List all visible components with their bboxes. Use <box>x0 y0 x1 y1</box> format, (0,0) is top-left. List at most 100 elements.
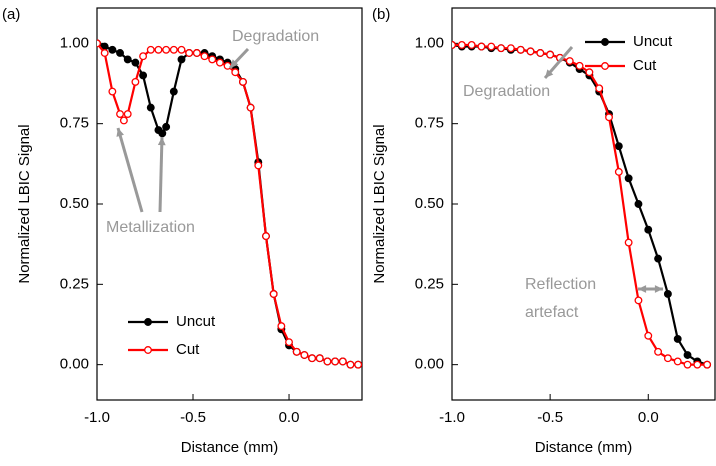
data-point <box>292 347 301 356</box>
arrow-head <box>116 128 124 137</box>
arrow-head <box>654 285 663 293</box>
annotation: Degradation <box>232 28 319 45</box>
annotation: Degradation <box>463 83 550 100</box>
data-point <box>614 142 623 151</box>
data-point <box>185 49 194 57</box>
data-point <box>277 322 286 331</box>
data-point <box>208 55 217 64</box>
data-point <box>497 44 506 53</box>
x-tick-label: -0.5 <box>537 409 563 426</box>
data-point <box>683 351 692 359</box>
legend-label: Uncut <box>633 33 673 50</box>
data-point <box>487 42 496 51</box>
y-tick-label: 0.25 <box>60 275 89 292</box>
data-point <box>331 357 340 366</box>
data-point <box>457 41 466 49</box>
data-point <box>315 354 324 363</box>
panel-label: (a) <box>2 6 20 23</box>
data-point <box>323 357 332 366</box>
y-axis-label: Normalized LBIC Signal <box>16 124 33 283</box>
legend-marker <box>144 318 152 326</box>
annotation: Reflection <box>525 276 596 293</box>
data-point <box>585 68 594 77</box>
plot-frame <box>451 7 716 401</box>
data-point <box>308 354 317 363</box>
data-point <box>162 122 171 131</box>
panel-label: (b) <box>372 6 390 23</box>
data-point <box>634 296 643 305</box>
data-point <box>624 238 633 247</box>
data-point <box>516 45 525 54</box>
data-point <box>354 360 362 369</box>
data-point <box>526 47 535 56</box>
y-tick-label: 1.00 <box>415 34 444 51</box>
data-point <box>100 49 109 57</box>
data-point <box>536 49 545 57</box>
x-tick-label: -1.0 <box>84 409 110 426</box>
y-axis-label: Normalized LBIC Signal <box>371 124 388 283</box>
data-point <box>139 71 148 80</box>
data-point <box>565 57 574 65</box>
data-point <box>169 87 178 96</box>
data-point <box>300 351 309 359</box>
data-point <box>215 58 224 67</box>
data-point <box>346 360 355 369</box>
x-tick-label: -0.5 <box>180 409 206 426</box>
data-point <box>154 45 163 54</box>
y-tick-label: 0.75 <box>415 115 444 132</box>
data-point <box>285 338 293 347</box>
data-point <box>192 49 201 57</box>
data-point <box>673 357 682 366</box>
arrow-head <box>230 59 239 68</box>
data-point <box>139 52 148 61</box>
data-point <box>338 357 347 366</box>
y-tick-label: 1.00 <box>60 34 89 51</box>
data-point <box>663 354 672 363</box>
data-point <box>246 103 255 112</box>
x-tick-label: 0.0 <box>638 409 659 426</box>
data-point <box>223 61 232 70</box>
data-point <box>575 61 584 70</box>
data-point <box>634 200 643 208</box>
x-axis-label: Distance (mm) <box>181 439 279 456</box>
y-tick-label: 0.50 <box>415 195 444 212</box>
data-point <box>254 161 263 170</box>
data-point <box>683 360 692 369</box>
data-point <box>693 360 702 369</box>
x-tick-label: -1.0 <box>439 409 465 426</box>
data-point <box>116 110 124 118</box>
series-line <box>97 42 359 366</box>
legend-marker <box>601 38 609 46</box>
series-group <box>97 39 362 369</box>
data-point <box>595 84 604 93</box>
data-point <box>97 39 101 48</box>
legend-label: Uncut <box>176 313 216 330</box>
data-point <box>123 110 132 118</box>
y-tick-label: 0.50 <box>60 195 89 212</box>
data-point <box>703 360 712 369</box>
data-point <box>119 116 128 125</box>
data-point <box>654 254 663 263</box>
x-tick-label: 0.0 <box>279 409 300 426</box>
x-axis-label: Distance (mm) <box>535 439 633 456</box>
y-tick-label: 0.25 <box>415 275 444 292</box>
data-point <box>231 68 240 77</box>
data-point <box>123 55 132 64</box>
data-point <box>644 331 653 340</box>
data-point <box>177 55 186 64</box>
data-point <box>146 103 155 112</box>
series-line <box>97 42 359 366</box>
arrow-head <box>638 285 647 293</box>
plot-frame <box>96 7 363 401</box>
data-point <box>200 52 209 61</box>
data-point <box>108 87 117 96</box>
data-point <box>162 45 171 54</box>
data-point <box>131 77 140 86</box>
legend-marker <box>601 62 609 70</box>
arrow-head <box>545 69 554 78</box>
data-point <box>546 50 555 59</box>
data-point <box>116 49 124 57</box>
data-point <box>146 45 155 54</box>
series-group <box>452 41 712 369</box>
